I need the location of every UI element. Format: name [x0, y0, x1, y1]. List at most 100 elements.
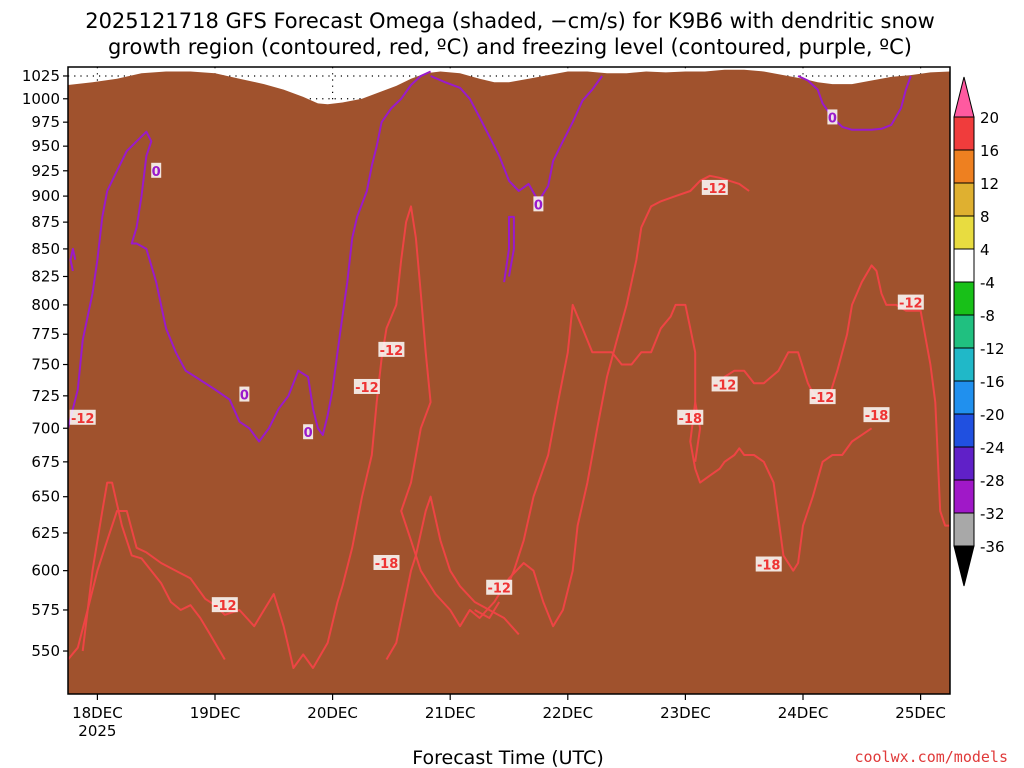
dgz-contour-line	[718, 264, 950, 527]
colorbar-label: -16	[980, 373, 1005, 391]
dgz-contour-label: -12	[71, 412, 95, 427]
colorbar-swatch	[953, 248, 975, 283]
dgz-contour-line	[68, 174, 750, 669]
y-tick-label: 625	[31, 524, 60, 542]
colorbar-swatch	[953, 347, 975, 382]
colorbar-swatch	[953, 215, 975, 250]
dgz-contour-label: -12	[487, 582, 511, 597]
colorbar-swatch	[953, 182, 975, 217]
y-tick-label: 675	[31, 453, 60, 471]
dgz-contour-label: -12	[380, 344, 404, 359]
dgz-contour-label: -12	[713, 378, 737, 393]
x-tick-sublabel: 2025	[78, 722, 116, 740]
credit-text[interactable]: coolwx.com/models	[854, 748, 1008, 766]
colorbar-label: -24	[980, 439, 1005, 457]
y-tick-label: 775	[31, 325, 60, 343]
freezing-level-line	[503, 215, 515, 283]
dgz-contour-line	[81, 481, 226, 661]
freezing-level-line	[797, 75, 912, 131]
dgz-contour-label-bg	[677, 409, 704, 425]
freezing-level-label-bg	[151, 162, 162, 178]
colorbar-label: -20	[980, 406, 1005, 424]
colorbar-label: -12	[980, 340, 1005, 358]
dgz-contour-label: -12	[899, 297, 923, 312]
y-tick-label: 850	[31, 240, 60, 258]
dgz-contour-label: -18	[757, 559, 781, 574]
dgz-contour-label-bg	[378, 341, 405, 357]
freezing-level-label: 0	[828, 111, 837, 126]
dgz-contour-label: -18	[865, 409, 889, 424]
y-tick-label: 550	[31, 642, 60, 660]
colorbar-label: 16	[980, 142, 999, 160]
plot-frame	[67, 66, 951, 695]
freezing-level-contours	[68, 70, 912, 443]
chart-title-line-2: growth region (contoured, red, ºC) and f…	[108, 35, 912, 59]
dgz-contour-label: -12	[703, 182, 727, 197]
terrain-fill	[68, 69, 950, 694]
colorbar-swatch	[953, 149, 975, 184]
dgz-contour-label: -12	[355, 381, 379, 396]
colorbar-label: -4	[980, 274, 995, 292]
y-tick-label: 600	[31, 562, 60, 580]
dgz-contour-line	[385, 495, 520, 661]
y-tick-label: 950	[31, 137, 60, 155]
y-tick-label: 700	[31, 419, 60, 437]
dgz-contour-label-bg	[863, 407, 890, 423]
dgz-contour-label-bg	[809, 389, 836, 405]
freezing-level-label: 0	[304, 426, 313, 441]
x-tick-label: 25DEC	[895, 704, 946, 722]
colorbar-label: 12	[980, 175, 999, 193]
y-tick-label: 800	[31, 296, 60, 314]
y-tick-label: 825	[31, 267, 60, 285]
terrain-layer	[68, 69, 950, 694]
freezing-level-label: 0	[152, 165, 161, 180]
freezing-level-line	[69, 247, 77, 272]
y-tick-label: 1025	[22, 67, 60, 85]
colorbar-swatch	[953, 116, 975, 151]
dgz-contour-label-bg	[755, 556, 782, 572]
dgz-contour-label: -18	[679, 412, 703, 427]
colorbar-label: 4	[980, 241, 990, 259]
y-axis: 550 575 600 625 650 675 700 725 750 775 800 825 850 8…	[22, 67, 68, 660]
colorbar-swatch	[953, 314, 975, 349]
dgz-contour-label-bg	[373, 554, 400, 570]
dgz-contour-label: -18	[375, 557, 399, 572]
colorbar-swatch	[953, 413, 975, 448]
y-tick-label: 750	[31, 356, 60, 374]
colorbar-label: -28	[980, 472, 1005, 490]
y-tick-label: 925	[31, 162, 60, 180]
freezing-level-line	[68, 70, 432, 443]
y-tick-label: 875	[31, 213, 60, 231]
x-tick-label: 19DEC	[190, 704, 241, 722]
dgz-contour-label-bg	[897, 294, 924, 310]
x-tick-label: 21DEC	[425, 704, 476, 722]
colorbar-bottom-arrow	[953, 545, 975, 587]
dgz-contour-label-bg	[69, 409, 96, 425]
y-tick-label: 900	[31, 187, 60, 205]
dgz-contour-label-bg	[486, 579, 513, 595]
colorbar-label: -32	[980, 505, 1005, 523]
colorbar-swatch	[953, 380, 975, 415]
dgz-contour-label-bg	[211, 597, 238, 613]
dgz-contour-label: -12	[811, 391, 835, 406]
freezing-level-label-bg	[827, 109, 838, 125]
plot-area: -12 -12 -18 -12 -12 -12 -18 -12 -12 -18 -12 -18 -12 0…	[68, 67, 950, 694]
colorbar-swatch	[953, 512, 975, 547]
chart-title-line-1: 2025121718 GFS Forecast Omega (shaded, −…	[85, 9, 935, 33]
freezing-level-label: 0	[240, 389, 249, 404]
y-tick-label: 650	[31, 488, 60, 506]
x-tick-label: 23DEC	[660, 704, 711, 722]
freezing-level-line	[430, 75, 603, 203]
dgz-contour-label: -12	[213, 599, 237, 614]
dgz-contour-label-bg	[711, 376, 738, 392]
colorbar-swatch	[953, 281, 975, 316]
dgz-contour-label-bg	[353, 378, 380, 394]
colorbar-swatch	[953, 479, 975, 514]
freezing-level-label-bg	[303, 424, 314, 440]
colorbar: 20 16 12 8 4 -4 -8 -12 -16 -20 -24 -28 -32 -36	[953, 76, 1005, 587]
dgz-contour-line	[474, 601, 501, 619]
freezing-level-label-bg	[239, 386, 250, 402]
dgz-contour-label-bg	[701, 179, 728, 195]
